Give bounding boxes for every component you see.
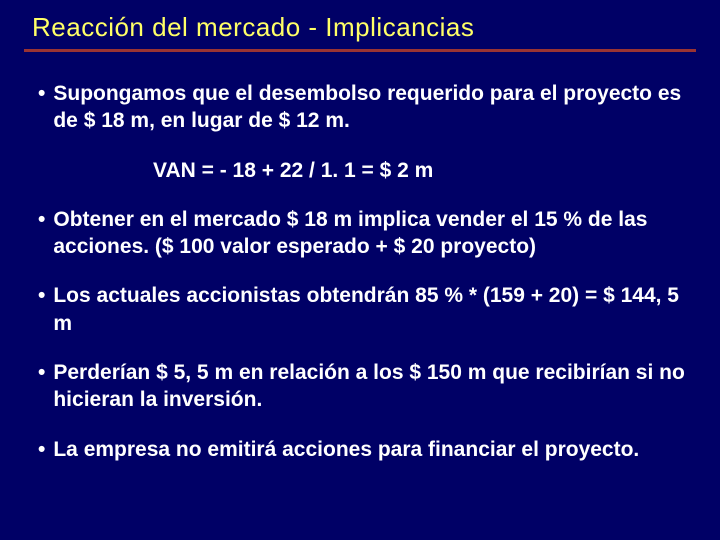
bullet-item: • Supongamos que el desembolso requerido… bbox=[38, 80, 686, 135]
bullet-item: • Los actuales accionistas obtendrán 85 … bbox=[38, 282, 686, 337]
bullet-item: • Obtener en el mercado $ 18 m implica v… bbox=[38, 206, 686, 261]
bullet-marker-icon: • bbox=[38, 359, 53, 414]
bullet-text: La empresa no emitirá acciones para fina… bbox=[53, 436, 686, 463]
formula-text: VAN = - 18 + 22 / 1. 1 = $ 2 m bbox=[153, 157, 686, 184]
bullet-marker-icon: • bbox=[38, 282, 53, 337]
bullet-item: • Perderían $ 5, 5 m en relación a los $… bbox=[38, 359, 686, 414]
bullet-text: Obtener en el mercado $ 18 m implica ven… bbox=[53, 206, 686, 261]
bullet-text: Supongamos que el desembolso requerido p… bbox=[53, 80, 686, 135]
bullet-text: Los actuales accionistas obtendrán 85 % … bbox=[53, 282, 686, 337]
bullet-marker-icon: • bbox=[38, 206, 53, 261]
slide-content: • Supongamos que el desembolso requerido… bbox=[24, 80, 696, 463]
bullet-marker-icon: • bbox=[38, 80, 53, 135]
bullet-text: Perderían $ 5, 5 m en relación a los $ 1… bbox=[53, 359, 686, 414]
bullet-item: • La empresa no emitirá acciones para fi… bbox=[38, 436, 686, 463]
slide-container: Reacción del mercado - Implicancias • Su… bbox=[0, 0, 720, 540]
bullet-marker-icon: • bbox=[38, 436, 53, 463]
slide-title: Reacción del mercado - Implicancias bbox=[24, 12, 696, 52]
